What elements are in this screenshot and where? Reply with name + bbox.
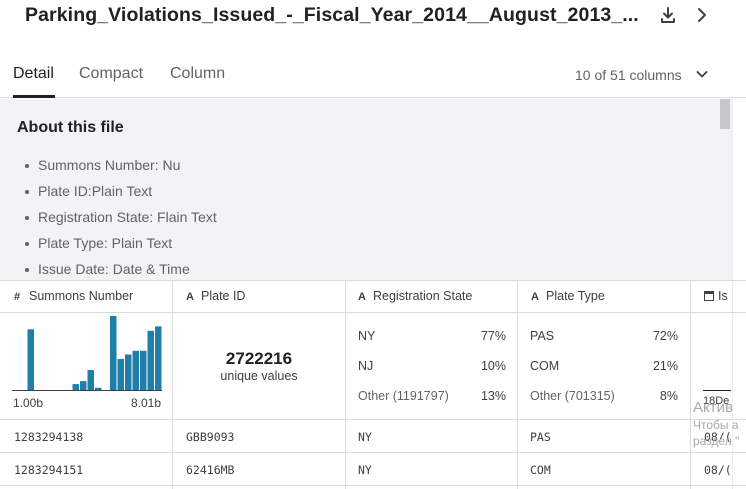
activation-watermark: Актив Чтобы а раздел " xyxy=(693,399,739,448)
histogram-bar[interactable] xyxy=(132,350,140,390)
about-item: Summons Number: Nu xyxy=(22,157,217,183)
unique-label: unique values xyxy=(220,369,298,383)
data-table: # Summons Number A Plate ID A Registration … xyxy=(0,280,746,489)
about-list: Summons Number: Nu Plate ID:Plain Text R… xyxy=(22,157,217,280)
column-header-registration-state[interactable]: A Registration State xyxy=(358,289,472,303)
category-label-other: Other (701315) xyxy=(530,389,615,403)
divider xyxy=(0,280,746,281)
column-header-label: Is xyxy=(718,289,728,303)
page-scrollbar[interactable] xyxy=(732,99,746,489)
cell-registration-state: NY xyxy=(358,463,372,477)
category-label: COM xyxy=(530,359,560,373)
cell-plate-id: GBB9093 xyxy=(186,430,235,444)
divider xyxy=(517,280,518,489)
column-header-label: Summons Number xyxy=(29,289,134,303)
histogram-bar[interactable] xyxy=(155,326,162,390)
divider xyxy=(690,280,691,489)
category-percent: 10% xyxy=(480,359,506,373)
column-header-label: Plate ID xyxy=(201,289,246,303)
column-header-plate-type[interactable]: A Plate Type xyxy=(531,289,605,303)
cell-issue-date: 08/( xyxy=(704,463,732,477)
category-percent: 77% xyxy=(480,329,506,343)
divider xyxy=(172,280,173,489)
cell-plate-type: PAS xyxy=(530,430,551,444)
cell-plate-type: COM xyxy=(530,463,551,477)
divider xyxy=(0,312,746,313)
string-type-icon: A xyxy=(531,291,539,303)
column-header-label: Plate Type xyxy=(546,289,605,303)
watermark-line: Актив xyxy=(693,399,733,416)
histogram-bar[interactable] xyxy=(110,316,117,390)
chevron-down-icon[interactable] xyxy=(695,67,709,81)
about-item: Plate ID:Plain Text xyxy=(22,183,217,209)
histogram-bar[interactable] xyxy=(140,350,147,390)
file-title: Parking_Violations_Issued_-_Fiscal_Year_… xyxy=(25,4,639,26)
category-percent: 21% xyxy=(652,359,678,373)
numeric-type-icon: # xyxy=(14,291,21,303)
column-header-summons-number[interactable]: # Summons Number xyxy=(14,289,133,303)
cell-registration-state: NY xyxy=(358,430,372,444)
category-label: NJ xyxy=(358,359,374,373)
category-percent: 13% xyxy=(480,389,506,403)
tab-detail[interactable]: Detail xyxy=(13,65,54,82)
histogram-bar[interactable] xyxy=(117,358,125,390)
about-title: About this file xyxy=(17,119,124,136)
summons-histogram[interactable] xyxy=(12,316,162,392)
string-type-icon: A xyxy=(358,291,366,303)
histogram-min-label: 1.00b xyxy=(13,396,44,410)
calendar-icon xyxy=(704,291,714,301)
about-item: Plate Type: Plain Text xyxy=(22,235,217,261)
column-header-issue-date[interactable]: Is xyxy=(704,289,728,303)
about-file-panel: About this file Summons Number: Nu Plate… xyxy=(0,99,732,280)
watermark-line: Чтобы а xyxy=(693,418,739,432)
category-label: PAS xyxy=(530,329,555,343)
histogram-bar[interactable] xyxy=(87,370,95,390)
unique-count: 2722216 xyxy=(225,349,293,368)
column-header-plate-id[interactable]: A Plate ID xyxy=(186,289,245,303)
cell-summons-number: 1283294151 xyxy=(14,463,84,477)
divider xyxy=(0,485,746,486)
category-label: NY xyxy=(358,329,376,343)
tab-column[interactable]: Column xyxy=(170,65,226,82)
about-item: Issue Date: Date & Time xyxy=(22,261,217,280)
cell-plate-id: 62416MB xyxy=(186,463,235,477)
category-percent: 8% xyxy=(659,389,678,403)
download-icon[interactable] xyxy=(658,5,678,25)
chevron-right-icon[interactable] xyxy=(692,5,712,25)
histogram-max-label: 8.01b xyxy=(131,396,162,410)
string-type-icon: A xyxy=(186,291,194,303)
date-range-label: 18De xyxy=(703,395,730,407)
tab-compact[interactable]: Compact xyxy=(79,65,144,82)
about-scrollbar[interactable] xyxy=(718,99,732,280)
histogram-bar[interactable] xyxy=(80,381,87,390)
column-count-selector[interactable]: 10 of 51 columns xyxy=(575,67,682,83)
file-header: Parking_Violations_Issued_-_Fiscal_Year_… xyxy=(0,0,746,32)
category-percent: 72% xyxy=(652,329,678,343)
watermark-line: раздел " xyxy=(693,434,740,448)
histogram-bar[interactable] xyxy=(125,354,132,390)
category-label-other: Other (1191797) xyxy=(358,389,449,403)
view-tabs: Detail Compact Column 10 of 51 columns xyxy=(0,56,746,98)
cell-issue-date: 08/( xyxy=(704,430,732,444)
histogram-bar[interactable] xyxy=(95,387,102,390)
about-item: Registration State: Flain Text xyxy=(22,209,217,235)
cell-summons-number: 1283294138 xyxy=(14,430,84,444)
date-histogram-axis xyxy=(703,390,731,391)
divider xyxy=(0,419,746,420)
divider xyxy=(345,280,346,489)
histogram-bar[interactable] xyxy=(27,329,35,390)
active-tab-indicator xyxy=(13,95,55,98)
histogram-bar[interactable] xyxy=(147,330,155,390)
histogram-bar[interactable] xyxy=(72,384,80,390)
divider xyxy=(0,452,746,453)
column-header-label: Registration State xyxy=(373,289,473,303)
about-scroll-thumb[interactable] xyxy=(720,99,730,129)
